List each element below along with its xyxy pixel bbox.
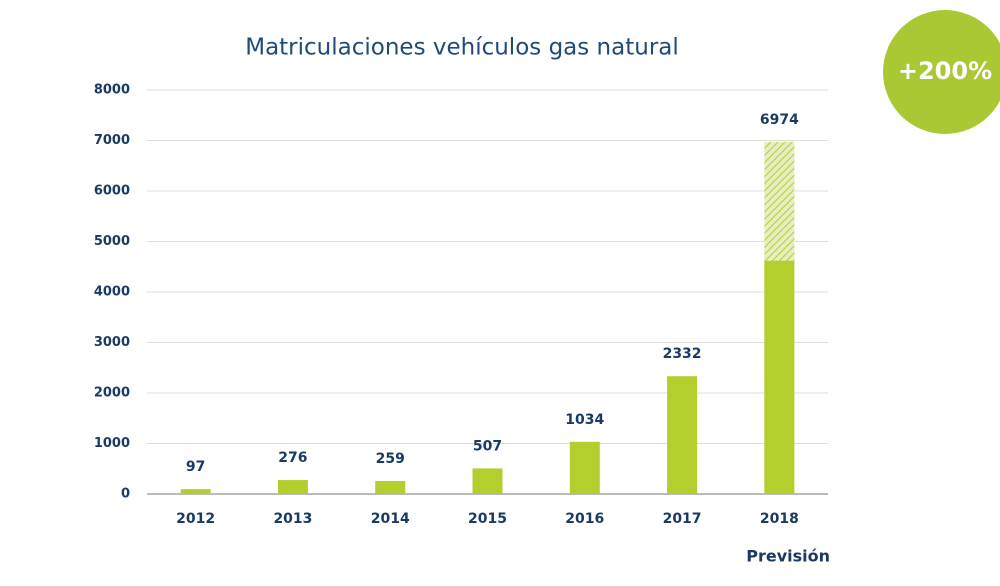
x-tick-label: 2015 [468,511,507,527]
x-tick-label: 2018 [760,511,799,527]
value-label: 1034 [565,412,604,428]
y-tick-label: 6000 [94,184,130,199]
y-tick-label: 5000 [94,234,130,249]
badge-circle [883,10,1000,134]
bar [667,376,698,494]
y-tick-label: 2000 [94,386,130,401]
y-tick-label: 8000 [94,83,130,98]
y-tick-label: 4000 [94,285,130,300]
y-tick-label: 3000 [94,335,130,350]
x-tick-label: 2013 [273,511,312,527]
chart-title: Matriculaciones vehículos gas natural [245,35,679,61]
bar [375,480,406,494]
bar [569,441,600,494]
y-tick-label: 1000 [94,436,130,451]
bar-solid [764,260,795,494]
value-label: 2332 [663,346,702,362]
note: Previsión [746,547,830,566]
y-tick-label: 7000 [94,133,130,148]
bar [277,480,308,494]
x-tick-label: 2017 [663,511,702,527]
value-label: 97 [186,459,205,475]
y-tick-label: 0 [121,487,130,502]
badge: +200% [898,57,992,85]
x-tick-label: 2014 [371,511,410,527]
value-label: 259 [376,451,405,467]
x-tick-label: 2012 [176,511,215,527]
bar [180,489,211,494]
x-tick-label: 2016 [565,511,604,527]
bar [472,468,503,494]
value-label: 507 [473,438,502,454]
value-label: 276 [278,450,307,466]
value-label: 6974 [760,112,799,128]
